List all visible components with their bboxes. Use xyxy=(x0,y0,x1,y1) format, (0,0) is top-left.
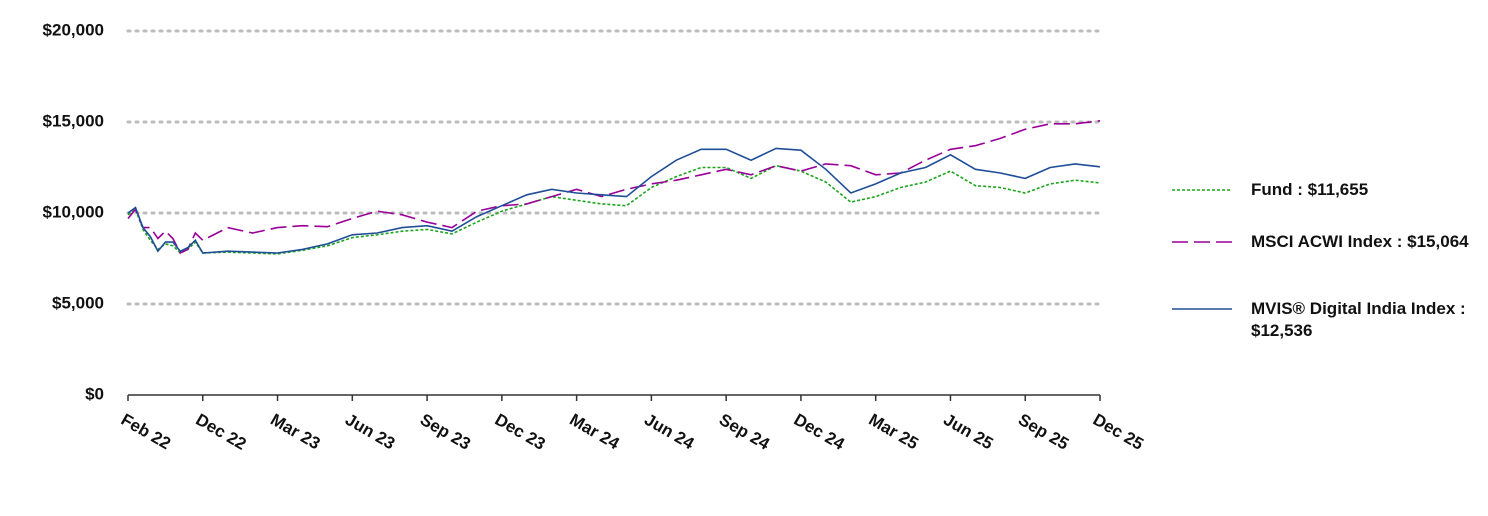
x-tick-label: Sep 25 xyxy=(1015,410,1072,454)
y-tick-label: $0 xyxy=(85,384,104,403)
x-tick-label: Dec 25 xyxy=(1090,410,1147,454)
series-line xyxy=(127,164,1101,255)
y-tick-label: $5,000 xyxy=(52,293,104,312)
x-tick-label: Feb 22 xyxy=(118,410,174,453)
x-tick-label: Dec 24 xyxy=(791,410,848,454)
x-tick-label: Jun 24 xyxy=(641,410,698,454)
legend-label: MVIS® Digital India Index : $12,536 xyxy=(1251,299,1466,340)
x-tick-label: Mar 24 xyxy=(566,410,623,454)
x-tick-label: Jun 25 xyxy=(940,410,996,453)
x-tick-label: Dec 22 xyxy=(193,410,250,454)
series-line xyxy=(127,147,1101,254)
x-tick-label: Sep 24 xyxy=(716,410,773,454)
x-tick-label: Dec 23 xyxy=(492,410,549,454)
series-line xyxy=(127,120,1101,255)
x-tick-label: Jun 23 xyxy=(342,410,398,453)
y-tick-label: $20,000 xyxy=(43,20,104,39)
x-tick-label: Sep 23 xyxy=(417,410,474,454)
y-tick-label: $15,000 xyxy=(43,111,104,130)
legend-label: MSCI ACWI Index : $15,064 xyxy=(1251,232,1469,251)
y-tick-label: $10,000 xyxy=(43,202,104,221)
legend-label: Fund : $11,655 xyxy=(1251,180,1369,199)
x-tick-label: Mar 23 xyxy=(267,410,323,453)
x-tick-label: Mar 25 xyxy=(865,410,921,453)
